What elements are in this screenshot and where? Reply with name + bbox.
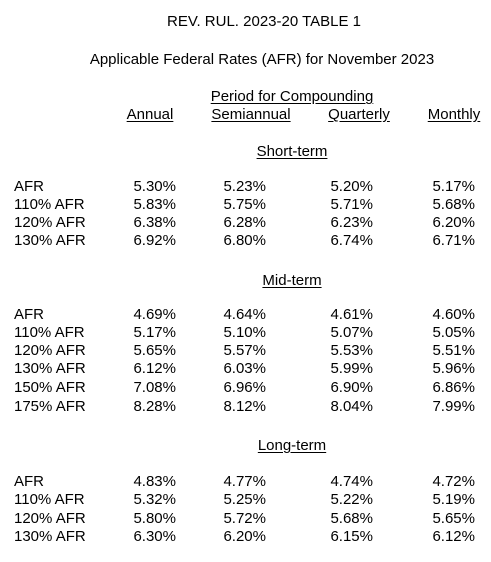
row-label: 120% AFR bbox=[14, 342, 86, 359]
section-heading-mid-term: Mid-term bbox=[262, 272, 322, 289]
rate-monthly: 6.71% bbox=[432, 232, 475, 249]
table-row: 150% AFR 7.08% 6.96% 6.90% 6.86% bbox=[0, 379, 491, 397]
row-label: AFR bbox=[14, 473, 44, 490]
rate-semiannual: 8.12% bbox=[223, 398, 266, 415]
rate-annual: 4.83% bbox=[133, 473, 176, 490]
rate-monthly: 5.17% bbox=[432, 178, 475, 195]
document-title: REV. RUL. 2023-20 TABLE 1 bbox=[166, 13, 362, 30]
rate-quarterly: 6.90% bbox=[330, 379, 373, 396]
column-header-monthly: Monthly bbox=[427, 106, 481, 123]
rate-semiannual: 6.28% bbox=[223, 214, 266, 231]
rate-quarterly: 5.71% bbox=[330, 196, 373, 213]
row-label: 120% AFR bbox=[14, 510, 86, 527]
rate-semiannual: 6.20% bbox=[223, 528, 266, 545]
row-label: 130% AFR bbox=[14, 360, 86, 377]
rate-quarterly: 5.68% bbox=[330, 510, 373, 527]
rate-monthly: 5.51% bbox=[432, 342, 475, 359]
rate-quarterly: 6.74% bbox=[330, 232, 373, 249]
rate-annual: 4.69% bbox=[133, 306, 176, 323]
row-label: AFR bbox=[14, 306, 44, 323]
rate-semiannual: 5.23% bbox=[223, 178, 266, 195]
table-row: 110% AFR 5.32% 5.25% 5.22% 5.19% bbox=[0, 491, 491, 509]
rate-quarterly: 4.61% bbox=[330, 306, 373, 323]
rate-annual: 5.30% bbox=[133, 178, 176, 195]
rate-semiannual: 6.80% bbox=[223, 232, 266, 249]
table-row: 120% AFR 6.38% 6.28% 6.23% 6.20% bbox=[0, 214, 491, 232]
rate-quarterly: 5.20% bbox=[330, 178, 373, 195]
rate-monthly: 4.72% bbox=[432, 473, 475, 490]
rate-monthly: 5.65% bbox=[432, 510, 475, 527]
rate-annual: 5.80% bbox=[133, 510, 176, 527]
rate-monthly: 6.12% bbox=[432, 528, 475, 545]
rate-annual: 5.65% bbox=[133, 342, 176, 359]
rate-semiannual: 4.64% bbox=[223, 306, 266, 323]
rate-quarterly: 5.07% bbox=[330, 324, 373, 341]
rate-semiannual: 5.25% bbox=[223, 491, 266, 508]
rate-annual: 5.83% bbox=[133, 196, 176, 213]
rate-semiannual: 6.03% bbox=[223, 360, 266, 377]
rate-quarterly: 5.99% bbox=[330, 360, 373, 377]
rate-monthly: 5.19% bbox=[432, 491, 475, 508]
column-header-annual: Annual bbox=[126, 106, 174, 123]
rate-semiannual: 5.57% bbox=[223, 342, 266, 359]
rate-semiannual: 6.96% bbox=[223, 379, 266, 396]
row-label: 110% AFR bbox=[14, 324, 85, 341]
rate-annual: 6.92% bbox=[133, 232, 176, 249]
rate-annual: 8.28% bbox=[133, 398, 176, 415]
rate-annual: 5.32% bbox=[133, 491, 176, 508]
rate-annual: 7.08% bbox=[133, 379, 176, 396]
rate-monthly: 4.60% bbox=[432, 306, 475, 323]
row-label: 175% AFR bbox=[14, 398, 86, 415]
rate-quarterly: 8.04% bbox=[330, 398, 373, 415]
row-label: 130% AFR bbox=[14, 528, 86, 545]
rate-monthly: 5.96% bbox=[432, 360, 475, 377]
column-header-semiannual: Semiannual bbox=[211, 106, 291, 123]
table-row: 130% AFR 6.12% 6.03% 5.99% 5.96% bbox=[0, 360, 491, 378]
rate-quarterly: 5.22% bbox=[330, 491, 373, 508]
row-label: 110% AFR bbox=[14, 491, 85, 508]
rate-annual: 5.17% bbox=[133, 324, 176, 341]
rate-quarterly: 4.74% bbox=[330, 473, 373, 490]
row-label: 130% AFR bbox=[14, 232, 86, 249]
rate-monthly: 6.86% bbox=[432, 379, 475, 396]
row-label: 120% AFR bbox=[14, 214, 86, 231]
rate-quarterly: 6.15% bbox=[330, 528, 373, 545]
table-row: 130% AFR 6.92% 6.80% 6.74% 6.71% bbox=[0, 232, 491, 250]
table-row: AFR 4.83% 4.77% 4.74% 4.72% bbox=[0, 473, 491, 491]
rate-annual: 6.12% bbox=[133, 360, 176, 377]
table-row: 120% AFR 5.65% 5.57% 5.53% 5.51% bbox=[0, 342, 491, 360]
rate-monthly: 7.99% bbox=[432, 398, 475, 415]
table-row: 120% AFR 5.80% 5.72% 5.68% 5.65% bbox=[0, 510, 491, 528]
table-row: 130% AFR 6.30% 6.20% 6.15% 6.12% bbox=[0, 528, 491, 546]
table-row: 175% AFR 8.28% 8.12% 8.04% 7.99% bbox=[0, 398, 491, 416]
table-row: 110% AFR 5.17% 5.10% 5.07% 5.05% bbox=[0, 324, 491, 342]
document-subtitle: Applicable Federal Rates (AFR) for Novem… bbox=[89, 51, 435, 68]
section-heading-short-term: Short-term bbox=[256, 143, 328, 160]
table-row: 110% AFR 5.83% 5.75% 5.71% 5.68% bbox=[0, 196, 491, 214]
rate-semiannual: 5.10% bbox=[223, 324, 266, 341]
section-heading-long-term: Long-term bbox=[257, 437, 327, 454]
rate-monthly: 5.05% bbox=[432, 324, 475, 341]
rate-semiannual: 4.77% bbox=[223, 473, 266, 490]
rate-semiannual: 5.72% bbox=[223, 510, 266, 527]
column-header-quarterly: Quarterly bbox=[328, 106, 390, 123]
period-heading: Period for Compounding bbox=[210, 88, 374, 105]
rate-monthly: 6.20% bbox=[432, 214, 475, 231]
table-row: AFR 4.69% 4.64% 4.61% 4.60% bbox=[0, 306, 491, 324]
rate-monthly: 5.68% bbox=[432, 196, 475, 213]
rate-annual: 6.38% bbox=[133, 214, 176, 231]
row-label: 110% AFR bbox=[14, 196, 85, 213]
rate-annual: 6.30% bbox=[133, 528, 176, 545]
rate-quarterly: 5.53% bbox=[330, 342, 373, 359]
rate-quarterly: 6.23% bbox=[330, 214, 373, 231]
rate-semiannual: 5.75% bbox=[223, 196, 266, 213]
row-label: AFR bbox=[14, 178, 44, 195]
table-row: AFR 5.30% 5.23% 5.20% 5.17% bbox=[0, 178, 491, 196]
row-label: 150% AFR bbox=[14, 379, 86, 396]
